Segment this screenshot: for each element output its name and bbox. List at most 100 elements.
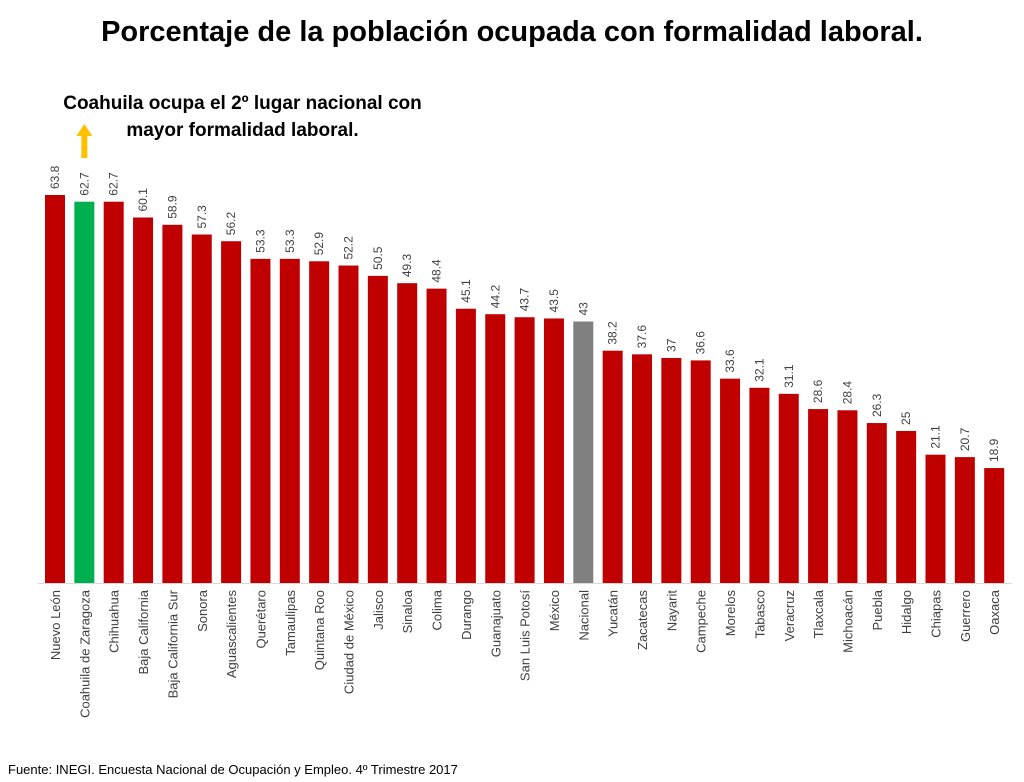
bar	[749, 387, 770, 583]
bar	[338, 265, 359, 583]
category-label: Sonora	[195, 589, 210, 632]
category-label: Coahuila de Zaragoza	[77, 589, 92, 718]
data-label: 62.7	[77, 172, 91, 196]
data-label: 37.6	[635, 325, 649, 349]
up-arrow-icon	[76, 124, 93, 158]
category-label: Chihuahua	[107, 589, 122, 653]
source-note: Fuente: INEGI. Encuesta Nacional de Ocup…	[8, 762, 458, 777]
data-label: 20.7	[958, 427, 972, 451]
category-label: Aguascalientes	[224, 590, 239, 679]
bar	[74, 201, 95, 584]
bar	[602, 350, 623, 583]
data-label: 63.8	[48, 165, 62, 189]
bar	[397, 283, 418, 583]
bar	[896, 430, 917, 583]
category-label: Colima	[430, 589, 445, 630]
data-label: 36.6	[694, 331, 708, 355]
data-label: 33.6	[723, 349, 737, 373]
bar	[367, 275, 388, 583]
bar	[543, 318, 564, 583]
data-label: 43.7	[518, 288, 532, 312]
bar	[720, 378, 741, 583]
bar	[690, 360, 711, 583]
bar	[837, 410, 858, 583]
data-label: 21.1	[929, 425, 943, 449]
bar	[632, 354, 652, 583]
category-label: Michoacán	[840, 590, 855, 653]
bar	[309, 261, 330, 583]
data-label: 52.9	[312, 232, 326, 256]
data-label: 60.1	[136, 188, 150, 212]
data-label: 45.1	[459, 279, 473, 303]
category-label: Hidalgo	[899, 590, 914, 634]
bar	[485, 314, 506, 583]
data-label: 26.3	[870, 393, 884, 417]
category-label: Sinaloa	[400, 589, 415, 633]
category-label: Tabasco	[752, 590, 767, 638]
category-label: Nayarit	[664, 590, 679, 632]
chart-title: Porcentaje de la población ocupada con f…	[101, 16, 923, 48]
annotation-line-2: mayor formalidad laboral.	[126, 120, 359, 141]
data-label: 49.3	[400, 254, 414, 278]
bar	[925, 454, 946, 583]
category-label: Puebla	[870, 589, 885, 630]
data-label: 28.4	[840, 381, 854, 405]
category-label: Nuevo León	[48, 590, 63, 660]
data-label: 28.6	[811, 379, 825, 403]
category-label: Guanajuato	[488, 590, 503, 657]
category-label: Quintana Roo	[312, 590, 327, 670]
category-label: Durango	[459, 590, 474, 640]
data-label: 62.7	[107, 172, 121, 196]
category-label: Morelos	[723, 590, 738, 637]
data-label: 53.3	[283, 229, 297, 253]
category-label: Tlaxcala	[811, 589, 826, 638]
category-label: Veracruz	[782, 590, 797, 641]
data-label: 57.3	[195, 205, 209, 229]
data-label: 43	[576, 302, 590, 316]
annotation-line-1: Coahuila ocupa el 2º lugar nacional con	[63, 93, 422, 114]
category-label: Jalisco	[371, 590, 386, 630]
category-label: Chiapas	[929, 590, 944, 638]
data-label: 52.2	[342, 236, 356, 260]
bar	[279, 258, 300, 583]
bar	[778, 393, 799, 583]
category-label: Oaxaca	[987, 589, 1002, 635]
category-label: Zacatecas	[635, 590, 650, 650]
data-label: 58.9	[165, 195, 179, 219]
data-label: 48.4	[430, 259, 444, 283]
category-label: Nacional	[576, 590, 591, 641]
bar	[103, 201, 124, 584]
data-label: 56.2	[224, 212, 238, 236]
category-label: Tamaulipas	[283, 590, 298, 656]
category-label: Ciudad de México	[342, 590, 357, 694]
bar	[133, 217, 154, 583]
category-label: Campeche	[694, 590, 709, 653]
data-label: 32.1	[752, 358, 766, 382]
category-label: San Luis Potosí	[518, 590, 533, 681]
category-label: Querétaro	[253, 590, 268, 649]
bar	[866, 423, 887, 583]
data-label: 50.5	[371, 246, 385, 270]
bar	[426, 288, 447, 583]
data-label: 37	[664, 338, 678, 352]
bar	[455, 308, 476, 583]
category-label: México	[547, 590, 562, 631]
category-label: Baja California Sur	[165, 589, 180, 698]
category-label: Guerrero	[958, 590, 973, 642]
data-label: 25	[899, 411, 913, 425]
bar	[808, 409, 829, 583]
bar	[514, 317, 535, 583]
bar	[954, 457, 975, 583]
bar	[221, 241, 242, 584]
data-label: 44.2	[488, 285, 502, 309]
bar	[984, 468, 1005, 583]
data-label: 38.2	[606, 321, 620, 345]
category-label: Yucatán	[606, 590, 621, 637]
bar	[45, 195, 65, 583]
bar	[661, 357, 682, 583]
bar	[250, 258, 271, 583]
bar	[162, 224, 183, 583]
annotation: Coahuila ocupa el 2º lugar nacional con …	[30, 90, 455, 144]
